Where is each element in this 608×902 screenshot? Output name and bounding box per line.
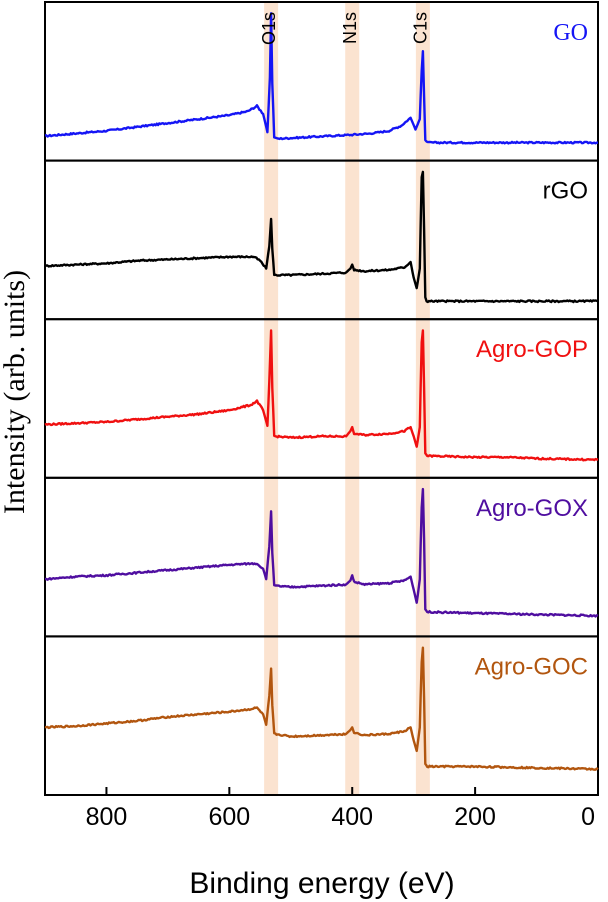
band-n1s (345, 2, 360, 795)
sample-labels: GO rGO Agro-GOP Agro-GOX Agro-GOC (475, 20, 588, 680)
y-axis-title: Intensity (arb. units) (0, 270, 31, 514)
spectrum-traces (44, 12, 599, 771)
sample-panels (44, 1, 599, 797)
peak-label-c1s: C1s (411, 12, 431, 44)
sample-label-rgo: rGO (543, 178, 588, 205)
x-tick-label-400: 400 (331, 803, 373, 831)
sample-label-agro-goc: Agro-GOC (475, 653, 588, 680)
trace-agro-goc (44, 646, 599, 771)
sample-label-agro-gox: Agro-GOX (476, 495, 588, 522)
band-c1s (415, 2, 430, 795)
trace-agro-gox (44, 487, 599, 618)
peak-highlight-bands (264, 2, 430, 795)
trace-go (44, 12, 599, 145)
sample-label-go: GO (553, 20, 588, 46)
peak-label-o1s: O1s (259, 12, 279, 45)
band-o1s (264, 2, 279, 795)
sample-label-agro-gop: Agro-GOP (476, 336, 588, 363)
panel-frame-1 (44, 159, 599, 321)
panel-frame-4 (44, 635, 599, 797)
peak-labels: O1s N1s C1s (259, 12, 431, 45)
trace-agro-gop (44, 329, 599, 462)
trace-rgo (44, 170, 599, 304)
x-axis-title: Binding energy (eV) (189, 867, 454, 900)
peak-label-n1s: N1s (340, 12, 360, 44)
x-tick-label-800: 800 (86, 803, 128, 831)
x-tick-label-600: 600 (208, 803, 250, 831)
x-tick-label-200: 200 (454, 803, 496, 831)
x-axis: 800 600 400 200 0 (86, 787, 599, 831)
x-tick-label-0: 0 (581, 803, 595, 831)
